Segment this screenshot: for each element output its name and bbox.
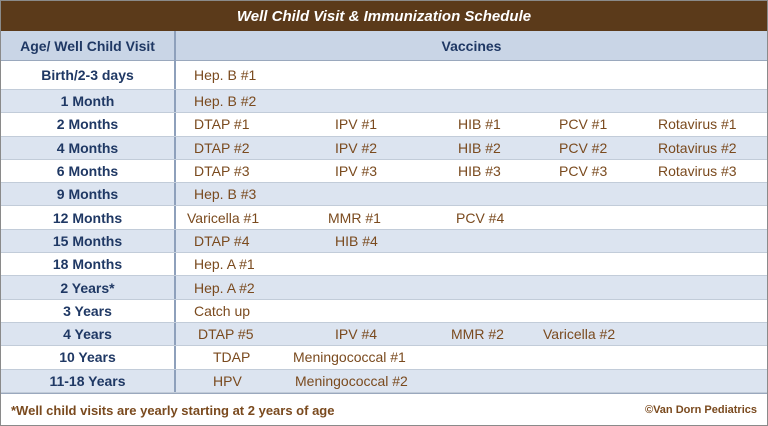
vaccines-column-header: Vaccines [441,38,502,54]
vaccine-cell: PCV #3 [559,163,608,180]
vaccine-cell: IPV #4 [335,326,378,343]
vaccine-cell: IPV #3 [335,163,378,180]
age-cell: 3 Years [1,299,176,322]
vaccine-cell: DTAP #5 [198,326,254,343]
vaccine-cell: PCV #1 [559,116,608,133]
vaccine-cell: Rotavirus #3 [658,163,737,180]
vaccine-cell: Varicella #2 [543,326,616,343]
table-row: 4 Months DTAP #2 IPV #2 HIB #2 PCV #2 Rotavir… [1,136,767,160]
table-row: 6 Months DTAP #3 IPV #3 HIB #3 PCV #3 Rotavir… [1,159,767,184]
schedule-rows: Birth/2-3 days Hep. B #1 1 Month Hep. B #2 2… [1,61,767,393]
age-cell: 1 Month [1,90,176,113]
age-cell: 4 Months [1,136,176,159]
vaccine-cell: DTAP #3 [194,163,250,180]
age-cell: 15 Months [1,229,176,253]
table-row: 9 Months Hep. B #3 [1,183,767,207]
vaccine-cell: MMR #1 [328,209,381,226]
vaccine-cell: Hep. A #1 [194,256,255,273]
age-cell: 9 Months [1,183,176,206]
vaccine-cell: Hep. B #3 [194,186,257,203]
vaccine-cell: Hep. B #1 [194,67,257,83]
age-cell: 2 Years* [1,276,176,299]
vaccine-cell: Meningococcal #2 [295,372,408,389]
table-footer: *Well child visits are yearly starting a… [1,393,767,425]
table-row: 10 Years TDAP Meningococcal #1 [1,346,767,370]
age-cell: 4 Years [1,322,176,346]
vaccine-cell: Varicella #1 [187,209,260,226]
vaccine-cell: Catch up [194,302,251,319]
table-row: 15 Months DTAP #4 HIB #4 [1,229,767,254]
vaccine-cell: Rotavirus #2 [658,139,737,156]
vaccine-cell: DTAP #2 [194,139,250,156]
table-row: 3 Years Catch up [1,299,767,323]
vaccine-cell: IPV #1 [335,116,378,133]
schedule-title: Well Child Visit & Immunization Schedule [1,1,767,31]
vaccine-cell: DTAP #1 [194,116,250,133]
table-row: 11-18 Years HPV Meningococcal #2 [1,369,767,393]
table-row: 1 Month Hep. B #2 [1,90,767,114]
table-row: 4 Years DTAP #5 IPV #4 MMR #2 Varicella #2 [1,322,767,347]
age-cell: 11-18 Years [1,369,176,392]
copyright: ©Van Dorn Pediatrics [644,404,757,416]
age-cell: 6 Months [1,159,176,183]
footnote: *Well child visits are yearly starting a… [11,402,335,418]
age-cell: 2 Months [1,113,176,136]
vaccine-cell: HIB #2 [458,139,501,156]
vaccine-cell: Hep. B #2 [194,93,257,110]
vaccine-cell: PCV #2 [559,139,608,156]
vaccine-cell: Hep. A #2 [194,279,255,296]
vaccine-cell: DTAP #4 [194,232,250,249]
vaccine-cell: HIB #3 [458,163,501,180]
age-cell: 10 Years [1,346,176,369]
vaccine-cell: HIB #4 [335,232,378,249]
age-cell: 12 Months [1,206,176,229]
vaccine-cell: TDAP [213,349,251,366]
table-row: 18 Months Hep. A #1 [1,253,767,277]
vaccine-cell: HIB #1 [458,116,501,133]
age-cell: 18 Months [1,253,176,276]
vaccine-cell: PCV #4 [456,209,505,226]
table-row: Birth/2-3 days Hep. B #1 [1,61,767,90]
age-cell: Birth/2-3 days [1,61,176,89]
vaccine-cell: MMR #2 [451,326,504,343]
table-row: 2 Months DTAP #1 IPV #1 HIB #1 PCV #1 Rotavir… [1,113,767,137]
table-header: Age/ Well Child Visit Vaccines [1,31,767,61]
table-row: 12 Months Varicella #1 MMR #1 PCV #4 [1,206,767,230]
table-row: 2 Years* Hep. A #2 [1,276,767,300]
vaccine-cell: HPV [213,372,242,389]
vaccine-cell: IPV #2 [335,139,378,156]
vaccine-cell: Meningococcal #1 [293,349,406,366]
age-column-header: Age/ Well Child Visit [1,31,176,61]
vaccine-cell: Rotavirus #1 [658,116,737,133]
